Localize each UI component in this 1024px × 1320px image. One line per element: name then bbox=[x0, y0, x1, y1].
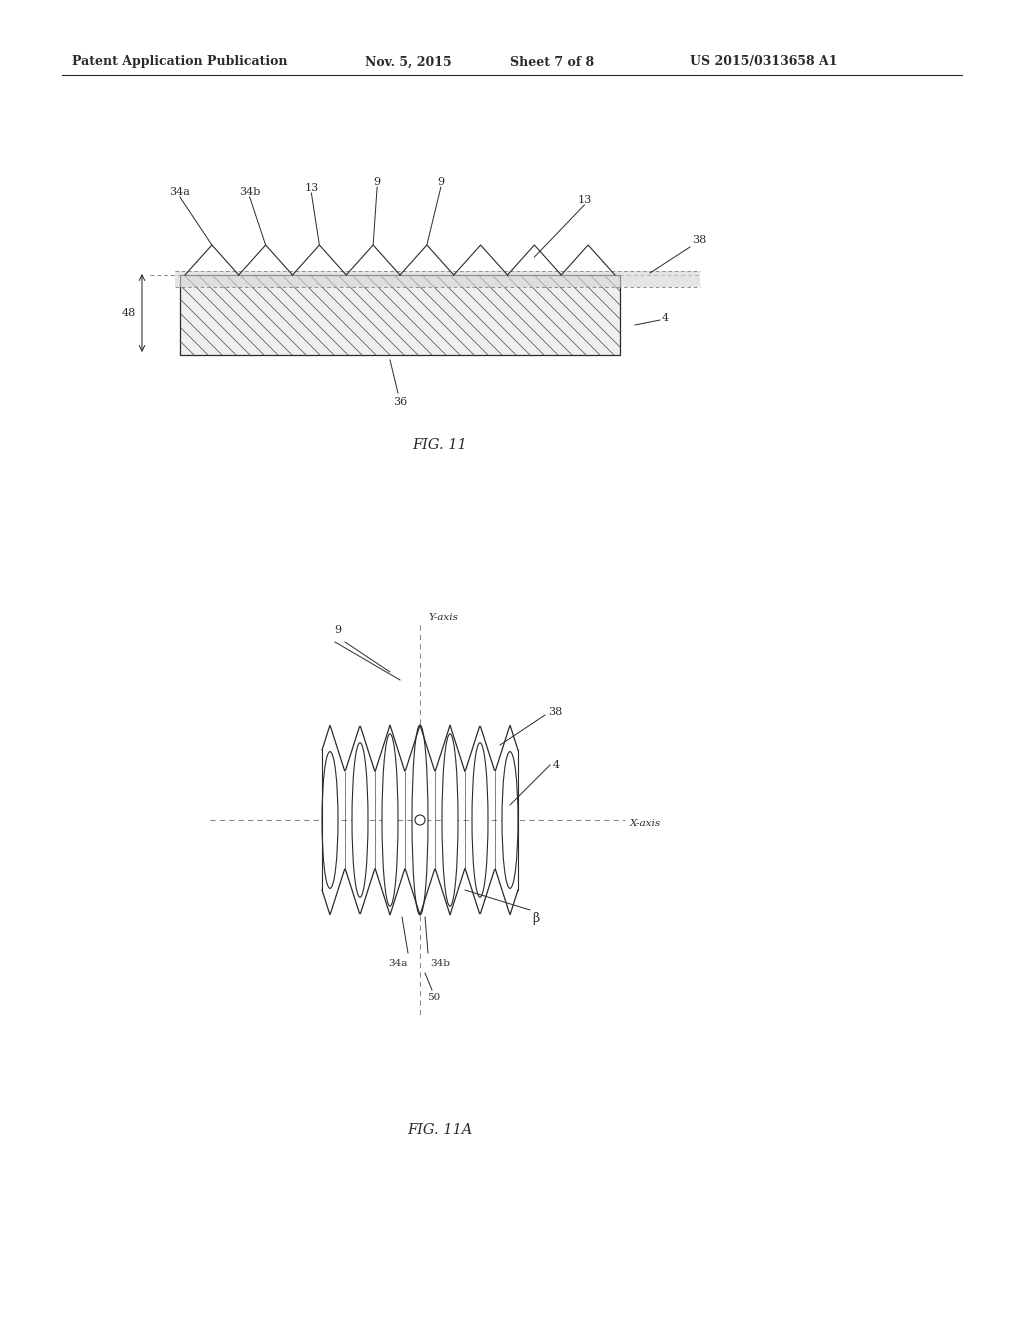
Ellipse shape bbox=[322, 751, 338, 888]
Ellipse shape bbox=[472, 743, 488, 898]
Text: 38: 38 bbox=[692, 235, 707, 246]
Ellipse shape bbox=[502, 751, 518, 888]
Text: 9: 9 bbox=[374, 177, 381, 187]
Text: Nov. 5, 2015: Nov. 5, 2015 bbox=[365, 55, 452, 69]
Ellipse shape bbox=[412, 725, 428, 915]
Text: 13: 13 bbox=[578, 195, 592, 205]
Text: 50: 50 bbox=[427, 993, 440, 1002]
Ellipse shape bbox=[382, 734, 398, 906]
Text: 48: 48 bbox=[122, 308, 136, 318]
Text: 34b: 34b bbox=[239, 187, 260, 197]
Text: 9: 9 bbox=[437, 177, 444, 187]
Text: FIG. 11A: FIG. 11A bbox=[408, 1123, 473, 1137]
Circle shape bbox=[415, 814, 425, 825]
Text: 4: 4 bbox=[662, 313, 669, 323]
Text: 34a: 34a bbox=[169, 187, 190, 197]
Text: 9: 9 bbox=[335, 624, 342, 635]
Bar bbox=[180, 275, 620, 355]
Text: 13: 13 bbox=[304, 183, 318, 193]
Text: Y-axis: Y-axis bbox=[428, 612, 458, 622]
Text: X-axis: X-axis bbox=[630, 820, 662, 829]
Text: 36: 36 bbox=[393, 397, 408, 407]
Text: Patent Application Publication: Patent Application Publication bbox=[72, 55, 288, 69]
Text: US 2015/0313658 A1: US 2015/0313658 A1 bbox=[690, 55, 838, 69]
Text: β: β bbox=[532, 912, 540, 925]
Ellipse shape bbox=[442, 734, 458, 906]
Ellipse shape bbox=[352, 743, 368, 898]
Text: 4: 4 bbox=[553, 760, 560, 770]
Bar bbox=[175, 271, 700, 286]
Text: FIG. 11: FIG. 11 bbox=[413, 438, 467, 451]
Text: Sheet 7 of 8: Sheet 7 of 8 bbox=[510, 55, 594, 69]
Text: 34a: 34a bbox=[388, 960, 408, 968]
Text: 34b: 34b bbox=[430, 960, 450, 968]
Text: 38: 38 bbox=[548, 708, 562, 717]
